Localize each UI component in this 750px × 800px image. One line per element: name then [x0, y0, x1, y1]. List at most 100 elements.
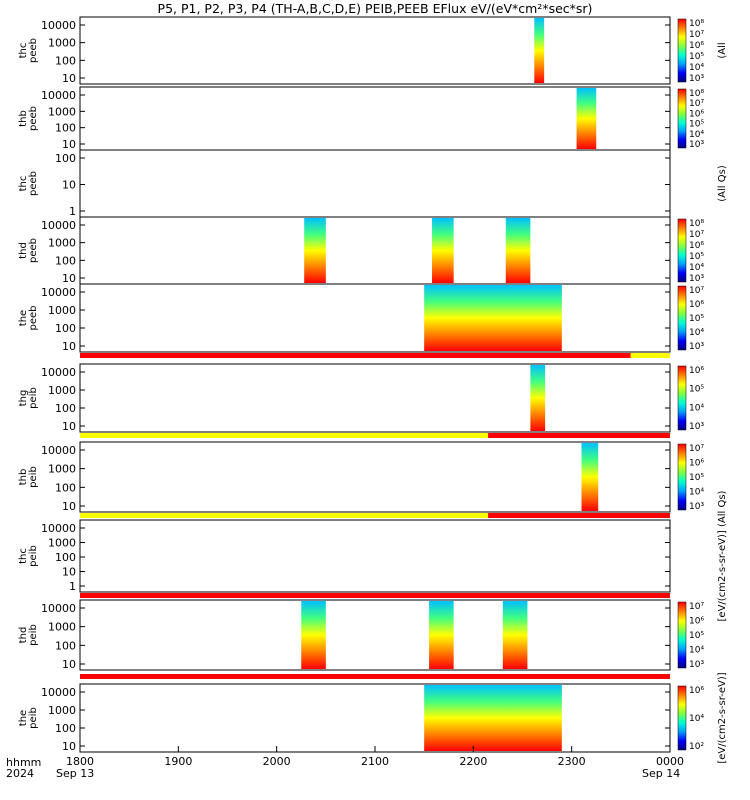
y-tick-label: 1 — [69, 580, 76, 593]
y-tick-label: 100 — [55, 402, 76, 415]
data-interval — [429, 601, 454, 669]
colorbar-tick-label: 10³ — [689, 74, 704, 84]
data-interval — [505, 218, 531, 283]
colorbar-tick-label: 10³ — [689, 274, 704, 284]
panel-frame — [79, 599, 671, 671]
data-interval — [424, 685, 562, 751]
colorbar — [677, 365, 687, 431]
y-tick-label: 10000 — [41, 444, 76, 457]
panel-ylabel: peib — [28, 387, 39, 409]
y-tick-label: 10 — [62, 420, 76, 433]
colorbar-tick-label: 10² — [689, 742, 704, 752]
panel-ylabel: thd — [18, 627, 29, 644]
x-tick-label: 0000 — [656, 755, 684, 768]
y-tick-label: 1000 — [48, 463, 76, 476]
colorbar-tick-label: 10³ — [689, 140, 704, 150]
colorbar-tick-label: 10⁶ — [689, 366, 704, 376]
colorbar-tick-label: 10⁷ — [689, 444, 704, 454]
y-tick-label: 100 — [55, 481, 76, 494]
colorbar-tick-label: 10⁴ — [689, 646, 704, 656]
panel-ylabel: thb — [18, 469, 29, 486]
colorbar-tick-label: 10⁷ — [689, 99, 704, 109]
y-tick-label: 100 — [55, 722, 76, 735]
colorbar-tick-label: 10⁶ — [689, 300, 704, 310]
y-tick-label: 1000 — [48, 537, 76, 550]
data-interval — [576, 88, 597, 149]
y-tick-label: 1000 — [48, 304, 76, 317]
colorbar-label: (All Qs) — [717, 165, 728, 202]
x-tick-label: 1800 — [66, 755, 94, 768]
y-tick-label: 1000 — [48, 37, 76, 50]
panel-ylabel: peeb — [28, 106, 39, 131]
panel-5: 10000 1000 100 10 the peeb 10⁷ 10⁶ 10⁵ 10⁴ 10³ — [18, 283, 704, 353]
y-tick-label: 10 — [62, 340, 76, 353]
panel-ylabel: peeb — [28, 306, 39, 331]
colorbar-tick-label: 10⁵ — [689, 473, 704, 483]
y-tick-label: 10 — [62, 566, 76, 579]
colorbar-tick-label: 10⁴ — [689, 403, 704, 413]
colorbar-tick-label: 10⁵ — [689, 314, 704, 324]
colorbar-tick-label: 10³ — [689, 660, 704, 670]
panel-7: 10000 1000 100 10 thb peib 10⁷ 10⁶ 10⁵ 10⁴ 10³ — [18, 441, 704, 513]
y-tick-label: 10000 — [41, 219, 76, 232]
x-axis-label-year: 2024 — [6, 767, 34, 780]
data-interval — [424, 285, 562, 351]
panel-6: 10000 1000 100 10 thg peib 10⁶ 10⁵ 10⁴ 10³ — [18, 363, 704, 433]
y-tick-label: 100 — [55, 122, 76, 135]
status-bar-segment — [80, 674, 670, 679]
panel-ylabel: peeb — [28, 238, 39, 263]
data-interval — [581, 443, 599, 511]
y-tick-label: 1000 — [48, 105, 76, 118]
panel-frame — [79, 363, 671, 433]
panel-ylabel: peeb — [28, 38, 39, 63]
y-tick-label: 10000 — [41, 522, 76, 535]
colorbar-label: [eV/(cm2-s-sr-eV)] (All Qs) — [717, 490, 728, 621]
panel-ylabel: peeb — [28, 171, 39, 196]
panel-ylabel: thc — [18, 43, 29, 59]
data-interval — [301, 601, 326, 669]
colorbar-tick-label: 10⁴ — [689, 63, 704, 73]
status-bar-segment — [80, 593, 670, 598]
colorbar-tick-label: 10⁶ — [689, 617, 704, 627]
colorbar-tick-label: 10⁸ — [689, 219, 704, 229]
colorbar — [677, 18, 687, 83]
colorbar-tick-label: 10⁴ — [689, 263, 704, 273]
panel-ylabel: thg — [18, 390, 29, 407]
status-bar-segment — [80, 513, 489, 518]
y-tick-label: 1000 — [48, 237, 76, 250]
colorbar-tick-label: 10⁸ — [689, 89, 704, 99]
colorbar-tick-label: 10⁵ — [689, 52, 704, 62]
data-interval — [502, 601, 528, 669]
colorbar-tick-label: 10³ — [689, 422, 704, 432]
colorbar-tick-label: 10⁷ — [689, 230, 704, 240]
plot-title: P5, P1, P2, P3, P4 (TH-A,B,C,D,E) PEIB,P… — [157, 1, 593, 16]
status-bar-segment — [80, 433, 489, 438]
colorbar-tick-label: 10⁴ — [689, 130, 704, 140]
y-tick-label: 100 — [55, 54, 76, 67]
colorbar-tick-label: 10⁶ — [689, 109, 704, 119]
panel-ylabel: peib — [28, 624, 39, 646]
panel-frame — [79, 283, 671, 353]
colorbar-label: [eV/(cm2-s-sr-eV)] — [717, 672, 728, 763]
y-tick-label: 10 — [62, 179, 76, 192]
panel-9: 10000 1000 100 10 thd peib 10⁷ 10⁶ 10⁵ 10⁴ 10³ — [18, 599, 704, 671]
colorbar-tick-label: 10⁷ — [689, 602, 704, 612]
y-tick-label: 100 — [55, 639, 76, 652]
colorbar — [677, 443, 687, 511]
panel-ylabel: thc — [18, 548, 29, 564]
panel-ylabel: thd — [18, 242, 29, 259]
panel-frame — [79, 149, 671, 218]
colorbar-label: (All — [717, 42, 728, 58]
y-tick-label: 100 — [55, 254, 76, 267]
status-bar-segment — [630, 353, 670, 358]
x-axis-label-hhmm: hhmm — [6, 756, 42, 769]
colorbar-tick-label: 10⁴ — [689, 488, 704, 498]
status-bar-segment — [80, 353, 631, 358]
x-axis-date-start: Sep 13 — [56, 767, 95, 780]
x-tick-label: 2000 — [263, 755, 291, 768]
x-tick-label: 2100 — [361, 755, 389, 768]
panel-ylabel: peib — [28, 466, 39, 488]
panel-ylabel: peib — [28, 707, 39, 729]
colorbar-tick-label: 10⁶ — [689, 41, 704, 51]
